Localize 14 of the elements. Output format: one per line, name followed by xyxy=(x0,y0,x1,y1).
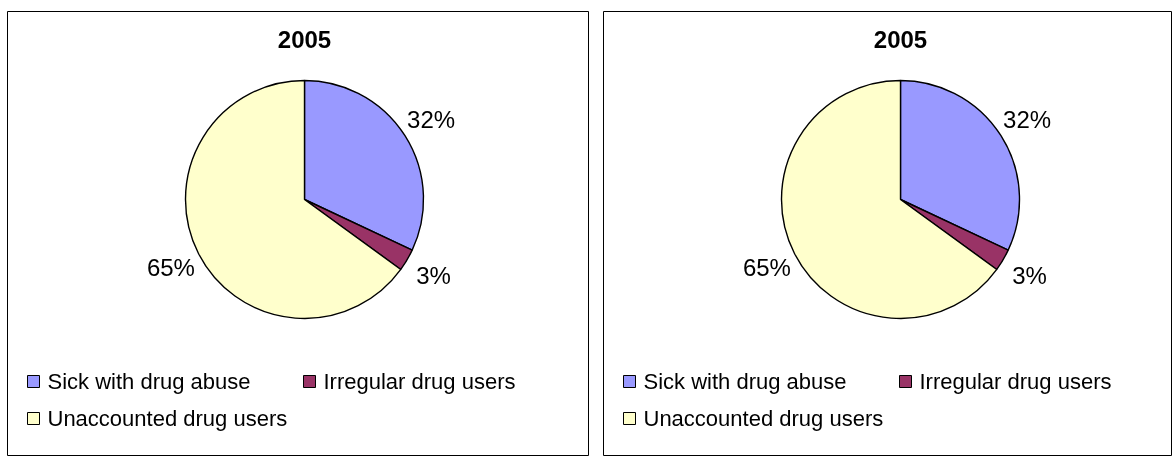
legend-label: Irregular drug users xyxy=(323,369,516,394)
data-label: 32% xyxy=(1003,105,1052,133)
legend-label: Sick with drug abuse xyxy=(643,369,847,394)
data-label: 65% xyxy=(742,254,791,282)
data-label: 3% xyxy=(1012,262,1047,290)
chart-title: 2005 xyxy=(277,26,332,53)
legend-label: Unaccounted drug users xyxy=(643,406,884,431)
chart-title: 2005 xyxy=(873,26,928,53)
legend-label: Irregular drug users xyxy=(919,369,1112,394)
legend-label: Sick with drug abuse xyxy=(47,369,251,394)
data-label: 32% xyxy=(407,105,456,133)
data-label: 65% xyxy=(146,254,195,282)
legend-label: Unaccounted drug users xyxy=(47,406,288,431)
data-label: 3% xyxy=(416,262,451,290)
